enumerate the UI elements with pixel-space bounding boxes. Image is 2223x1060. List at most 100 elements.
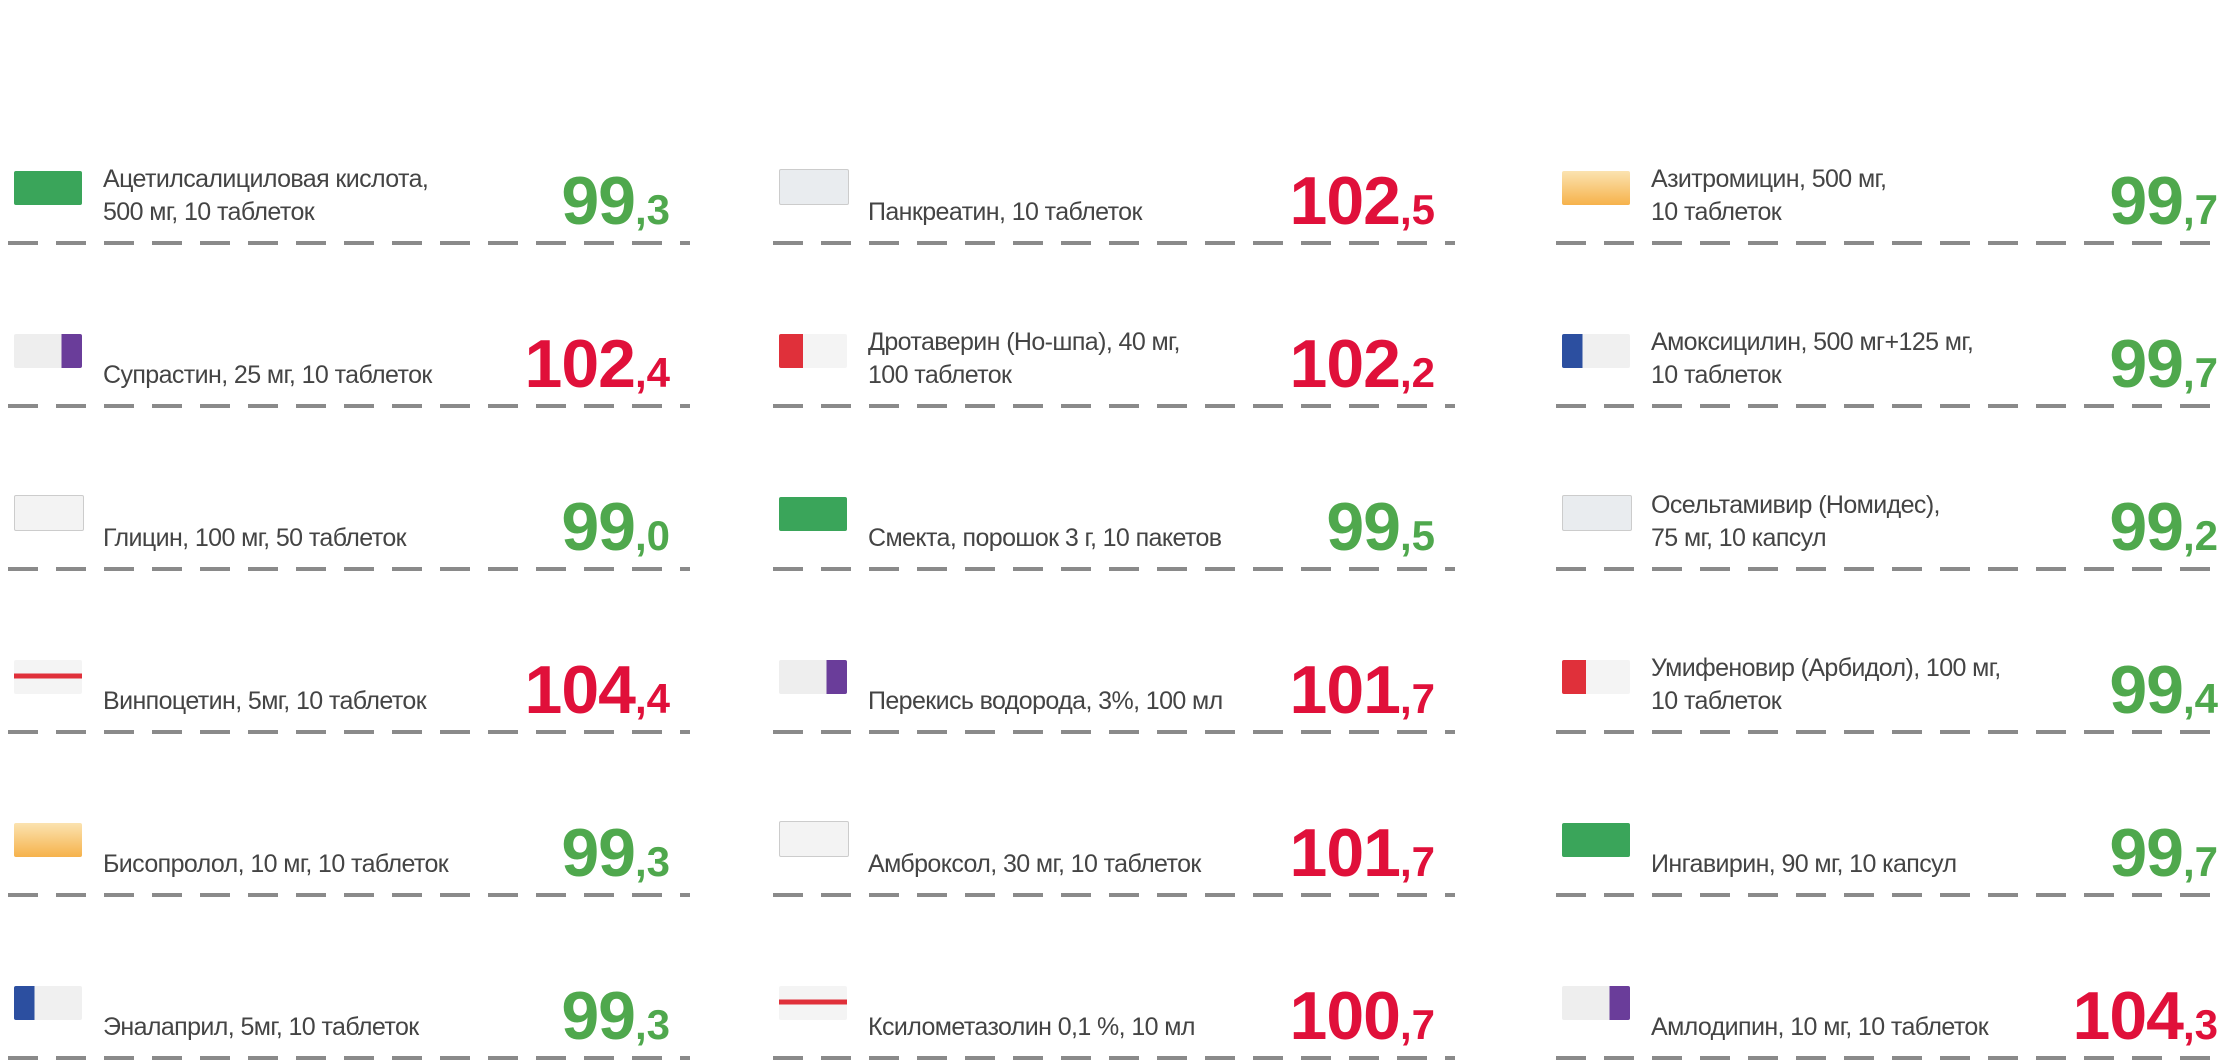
value-integer: 99	[2109, 815, 2183, 891]
value-integer: 99	[1326, 489, 1400, 565]
product-icon	[779, 986, 847, 1020]
name-line: 75 мг, 10 капсул	[1651, 522, 1940, 555]
product-icon	[779, 660, 847, 694]
name-line: 10 таблеток	[1651, 359, 1973, 392]
value-integer: 99	[2109, 326, 2183, 402]
price-index: 102,5	[1290, 167, 1436, 235]
infographic: Ацетилсалициловая кислота,500 мг, 10 таб…	[0, 0, 2223, 904]
item: Ацетилсалициловая кислота,500 мг, 10 таб…	[0, 82, 690, 245]
name-line: Винпоцетин, 5мг, 10 таблеток	[103, 685, 426, 718]
price-index: 101,7	[1290, 656, 1436, 724]
name-line: Умифеновир (Арбидол), 100 мг,	[1651, 652, 2001, 685]
product-name: Амоксицилин, 500 мг+125 мг,10 таблеток	[1651, 326, 1973, 392]
value-integer: 104	[2073, 978, 2183, 1054]
price-index: 102,4	[525, 330, 671, 398]
value-decimal: ,2	[2183, 512, 2218, 559]
value-decimal: ,7	[2183, 349, 2218, 396]
name-line: Глицин, 100 мг, 50 таблеток	[103, 522, 406, 555]
value-decimal: ,4	[635, 675, 670, 722]
value-integer: 101	[1290, 652, 1400, 728]
product-name: Осельтамивир (Номидес),75 мг, 10 капсул	[1651, 489, 1940, 555]
price-index: 99,3	[561, 982, 670, 1050]
name-line: Амброксол, 30 мг, 10 таблеток	[868, 848, 1201, 881]
value-decimal: ,7	[2183, 186, 2218, 233]
product-icon	[779, 497, 847, 531]
value-decimal: ,0	[635, 512, 670, 559]
value-decimal: ,3	[635, 838, 670, 885]
price-index: 99,4	[2109, 656, 2218, 724]
value-decimal: ,4	[635, 349, 670, 396]
value-decimal: ,7	[1400, 675, 1435, 722]
price-index: 99,5	[1326, 493, 1435, 561]
product-name: Эналаприл, 5мг, 10 таблеток	[103, 1011, 419, 1044]
value-integer: 99	[2109, 163, 2183, 239]
page: {"columns": [ {"items": [ {"name": ["Аце…	[0, 0, 2223, 904]
price-index: 102,2	[1290, 330, 1436, 398]
product-name: Винпоцетин, 5мг, 10 таблеток	[103, 685, 426, 718]
value-decimal: ,2	[1400, 349, 1435, 396]
value-integer: 104	[525, 652, 635, 728]
name-line: Бисопролол, 10 мг, 10 таблеток	[103, 848, 448, 881]
value-integer: 102	[525, 326, 635, 402]
price-index: 99,7	[2109, 167, 2218, 235]
product-icon	[14, 495, 84, 531]
name-line: Эналаприл, 5мг, 10 таблеток	[103, 1011, 419, 1044]
product-name: Дротаверин (Но-шпа), 40 мг,100 таблеток	[868, 326, 1180, 392]
product-icon	[779, 821, 849, 857]
product-name: Смекта, порошок 3 г, 10 пакетов	[868, 522, 1221, 555]
item: Винпоцетин, 5мг, 10 таблеток 104,4	[0, 571, 690, 734]
value-decimal: ,3	[635, 186, 670, 233]
product-icon	[1562, 334, 1630, 368]
product-icon	[14, 823, 82, 857]
name-line: 10 таблеток	[1651, 685, 2001, 718]
product-name: Ксилометазолин 0,1 %, 10 мл	[868, 1011, 1195, 1044]
value-decimal: ,5	[1400, 512, 1435, 559]
name-line: Перекись водорода, 3%, 100 мл	[868, 685, 1223, 718]
value-decimal: ,5	[1400, 186, 1435, 233]
product-name: Умифеновир (Арбидол), 100 мг,10 таблеток	[1651, 652, 2001, 718]
price-index: 99,3	[561, 167, 670, 235]
value-integer: 102	[1290, 163, 1400, 239]
name-line: 500 мг, 10 таблеток	[103, 196, 428, 229]
name-line: Ингавирин, 90 мг, 10 капсул	[1651, 848, 1956, 881]
value-integer: 100	[1290, 978, 1400, 1054]
item: Глицин, 100 мг, 50 таблеток 99,0	[0, 408, 690, 571]
value-decimal: ,4	[2183, 675, 2218, 722]
item: Эналаприл, 5мг, 10 таблеток 99,3	[0, 897, 690, 1060]
value-integer: 102	[1290, 326, 1400, 402]
product-name: Азитромицин, 500 мг,10 таблеток	[1651, 163, 1886, 229]
product-name: Перекись водорода, 3%, 100 мл	[868, 685, 1223, 718]
name-line: 10 таблеток	[1651, 196, 1886, 229]
value-decimal: ,7	[1400, 1001, 1435, 1048]
product-icon	[14, 171, 82, 205]
value-decimal: ,3	[635, 1001, 670, 1048]
name-line: Азитромицин, 500 мг,	[1651, 163, 1886, 196]
item: Умифеновир (Арбидол), 100 мг,10 таблеток…	[1548, 571, 2223, 734]
value-integer: 99	[561, 489, 635, 565]
name-line: Дротаверин (Но-шпа), 40 мг,	[868, 326, 1180, 359]
product-icon	[1562, 171, 1630, 205]
value-integer: 99	[561, 815, 635, 891]
price-index: 101,7	[1290, 819, 1436, 887]
price-index: 99,2	[2109, 493, 2218, 561]
product-name: Бисопролол, 10 мг, 10 таблеток	[103, 848, 448, 881]
name-line: Супрастин, 25 мг, 10 таблеток	[103, 359, 432, 392]
name-line: Амлодипин, 10 мг, 10 таблеток	[1651, 1011, 1988, 1044]
name-line: Осельтамивир (Номидес),	[1651, 489, 1940, 522]
item: Бисопролол, 10 мг, 10 таблеток 99,3	[0, 734, 690, 897]
item: Осельтамивир (Номидес),75 мг, 10 капсул 9…	[1548, 408, 2223, 571]
product-icon	[1562, 495, 1632, 531]
value-integer: 99	[561, 978, 635, 1054]
value-integer: 99	[561, 163, 635, 239]
price-index: 99,0	[561, 493, 670, 561]
product-name: Супрастин, 25 мг, 10 таблеток	[103, 359, 432, 392]
value-decimal: ,7	[2183, 838, 2218, 885]
dashed-separator	[1556, 1056, 2223, 1060]
product-icon	[779, 169, 849, 205]
item: Амброксол, 30 мг, 10 таблеток 101,7	[765, 734, 1455, 897]
item: Панкреатин, 10 таблеток102,5	[765, 82, 1455, 245]
item: Смекта, порошок 3 г, 10 пакетов 99,5	[765, 408, 1455, 571]
product-icon	[14, 986, 82, 1020]
item: Азитромицин, 500 мг,10 таблеток 99,7	[1548, 82, 2223, 245]
